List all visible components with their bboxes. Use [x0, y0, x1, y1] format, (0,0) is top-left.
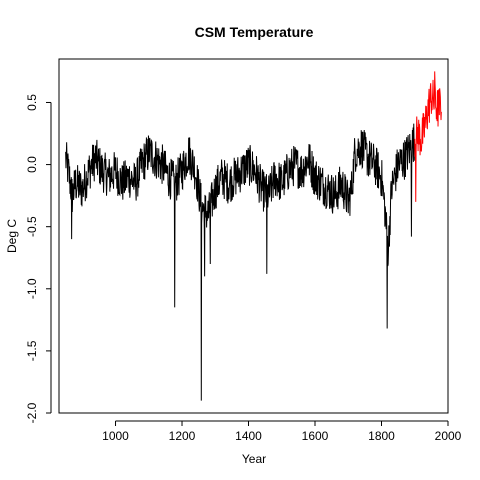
y-axis: 0.5 0.0 -0.5 -1.0 -1.5 -2.0 — [25, 94, 52, 423]
x-tick-label: 1000 — [102, 429, 129, 443]
y-axis-label: Deg C — [5, 219, 19, 253]
x-axis-label: Year — [242, 452, 266, 466]
x-tick-label: 1600 — [302, 429, 329, 443]
y-tick-label: -1.0 — [25, 278, 39, 299]
series-layer — [65, 71, 442, 401]
x-tick-label: 1200 — [169, 429, 196, 443]
chart-title: CSM Temperature — [195, 24, 314, 40]
x-tick-label: 1400 — [235, 429, 262, 443]
y-tick-label: -0.5 — [25, 216, 39, 237]
series-line-2 — [414, 71, 442, 202]
plot-frame — [58, 58, 449, 414]
x-tick-label: 2000 — [435, 429, 462, 443]
y-tick-label: 0.5 — [25, 94, 39, 111]
x-tick-label: 1800 — [368, 429, 395, 443]
x-axis: 1000 1200 1400 1600 1800 2000 — [102, 420, 462, 443]
y-tick-label: 0.0 — [25, 156, 39, 173]
series-line-1 — [65, 123, 416, 401]
y-tick-label: -1.5 — [25, 340, 39, 361]
y-tick-label: -2.0 — [25, 402, 39, 423]
